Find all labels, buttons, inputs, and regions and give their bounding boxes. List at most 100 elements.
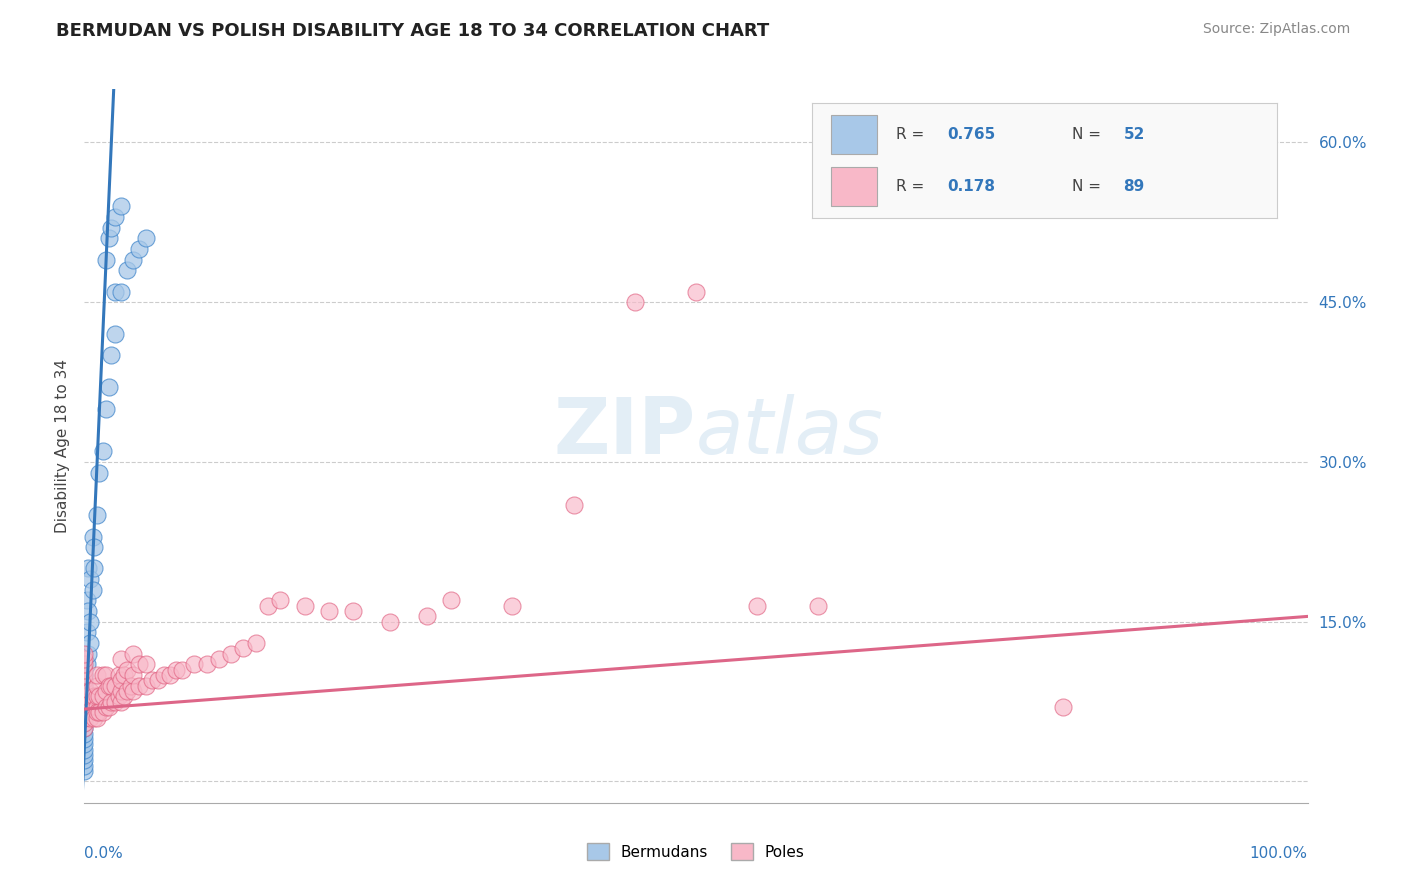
Point: [73, 673, 96, 688]
Point: [73, 679, 96, 693]
Point: [73, 652, 96, 666]
Point: [82, 582, 104, 597]
Point: [245, 636, 267, 650]
Point: [135, 231, 157, 245]
Point: [73, 684, 96, 698]
Point: [73, 710, 96, 724]
Point: [318, 604, 340, 618]
Point: [100, 695, 122, 709]
Point: [73, 700, 96, 714]
Point: [96, 700, 118, 714]
Point: [91, 444, 114, 458]
Point: [97, 380, 120, 394]
Point: [77, 604, 100, 618]
Point: [115, 263, 138, 277]
Point: [122, 684, 145, 698]
Point: [73, 721, 96, 735]
Legend: Bermudans, Poles: Bermudans, Poles: [581, 837, 811, 866]
Point: [104, 695, 127, 709]
Point: [79, 615, 101, 629]
Point: [440, 593, 463, 607]
Point: [501, 599, 523, 613]
Point: [208, 652, 231, 666]
Point: [107, 690, 129, 704]
Point: [73, 710, 96, 724]
Point: [97, 679, 120, 693]
Point: [115, 663, 138, 677]
Point: [112, 668, 135, 682]
Point: [172, 663, 194, 677]
Point: [110, 652, 132, 666]
Point: [135, 679, 157, 693]
Point: [73, 700, 96, 714]
Text: ZIP: ZIP: [554, 393, 696, 470]
Point: [73, 668, 96, 682]
Point: [79, 684, 101, 698]
Point: [86, 668, 108, 682]
Point: [115, 684, 138, 698]
Point: [195, 657, 218, 672]
Point: [73, 715, 96, 730]
Point: [110, 285, 132, 299]
Point: [128, 679, 150, 693]
Point: [183, 657, 205, 672]
Point: [73, 706, 96, 720]
Point: [232, 641, 254, 656]
Text: 100.0%: 100.0%: [1250, 846, 1308, 861]
Point: [76, 657, 98, 672]
Point: [104, 327, 127, 342]
Point: [79, 636, 101, 650]
Point: [104, 210, 127, 224]
Point: [86, 679, 108, 693]
Point: [165, 663, 187, 677]
Point: [73, 690, 96, 704]
Point: [73, 695, 96, 709]
Point: [91, 668, 114, 682]
Point: [104, 285, 127, 299]
Point: [73, 684, 96, 698]
Point: [747, 599, 769, 613]
Point: [110, 199, 132, 213]
Point: [73, 742, 96, 756]
Point: [73, 721, 96, 735]
Point: [73, 764, 96, 778]
Point: [1052, 700, 1074, 714]
Point: [73, 706, 96, 720]
Point: [73, 700, 96, 714]
Point: [107, 668, 129, 682]
Point: [73, 663, 96, 677]
Point: [416, 609, 439, 624]
Point: [73, 695, 96, 709]
Point: [685, 285, 707, 299]
Point: [146, 673, 169, 688]
Point: [76, 625, 98, 640]
Point: [122, 252, 145, 267]
Point: [73, 690, 96, 704]
Y-axis label: Disability Age 18 to 34: Disability Age 18 to 34: [55, 359, 70, 533]
Point: [122, 668, 145, 682]
Point: [257, 599, 280, 613]
Point: [73, 663, 96, 677]
Point: [73, 710, 96, 724]
Point: [87, 690, 110, 704]
Point: [73, 747, 96, 762]
Point: [96, 668, 118, 682]
Point: [807, 599, 830, 613]
Point: [97, 700, 120, 714]
Point: [380, 615, 402, 629]
Point: [73, 715, 96, 730]
Point: [73, 695, 96, 709]
Point: [73, 647, 96, 661]
Point: [83, 710, 105, 724]
Point: [97, 231, 120, 245]
Point: [83, 540, 105, 554]
Point: [91, 706, 114, 720]
Point: [342, 604, 364, 618]
Point: [79, 572, 101, 586]
Point: [100, 679, 122, 693]
Point: [86, 710, 108, 724]
Point: [86, 690, 108, 704]
Text: atlas: atlas: [696, 393, 884, 470]
Point: [82, 529, 104, 543]
Point: [86, 706, 108, 720]
